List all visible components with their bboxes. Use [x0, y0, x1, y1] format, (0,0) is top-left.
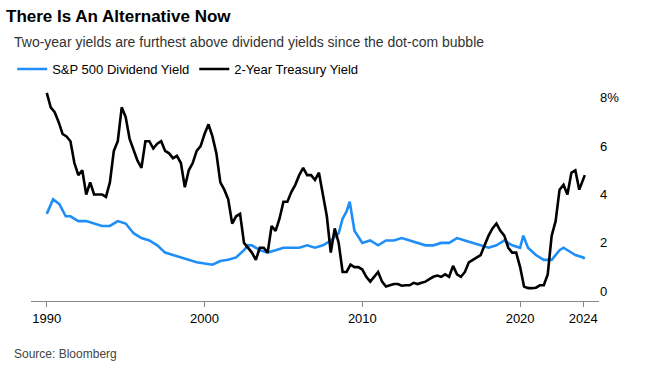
svg-text:2000: 2000 — [190, 311, 219, 326]
svg-text:1990: 1990 — [32, 311, 61, 326]
svg-text:8%: 8% — [600, 90, 619, 105]
svg-text:Two-year yields are furthest a: Two-year yields are furthest above divid… — [14, 34, 484, 50]
svg-text:S&P 500 Dividend Yield: S&P 500 Dividend Yield — [52, 62, 189, 77]
svg-text:0: 0 — [600, 284, 607, 299]
svg-text:Source: Bloomberg: Source: Bloomberg — [14, 347, 117, 361]
svg-text:4: 4 — [600, 187, 607, 202]
svg-text:2-Year Treasury Yield: 2-Year Treasury Yield — [234, 62, 358, 77]
svg-text:2: 2 — [600, 235, 607, 250]
svg-text:2010: 2010 — [348, 311, 377, 326]
svg-text:2020: 2020 — [506, 311, 535, 326]
svg-text:There Is An Alternative Now: There Is An Alternative Now — [6, 7, 231, 26]
svg-text:6: 6 — [600, 139, 607, 154]
svg-text:2024: 2024 — [569, 311, 598, 326]
